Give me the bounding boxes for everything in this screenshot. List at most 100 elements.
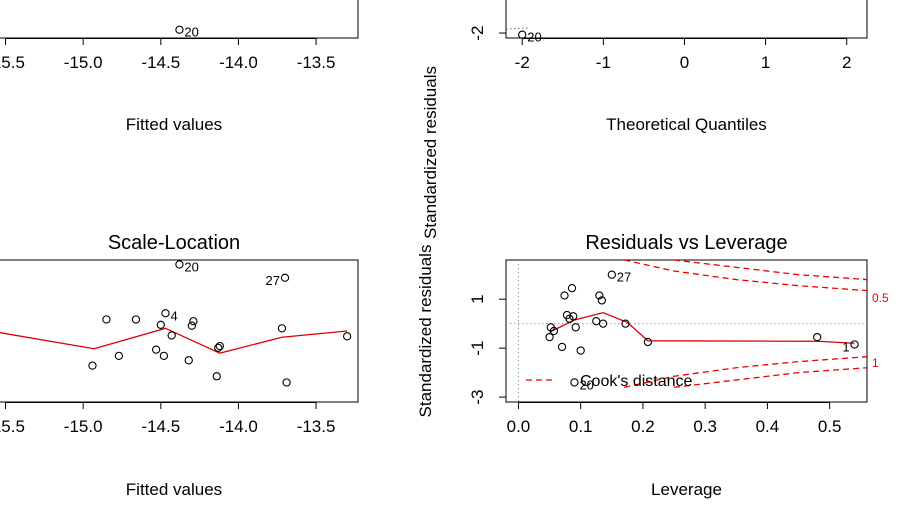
data-point-2 (549, 326, 559, 336)
x-axis-label: Theoretical Quantiles (606, 115, 767, 134)
data-point-9 (570, 378, 579, 387)
data-point-14 (212, 372, 221, 381)
plot-frame (0, 0, 359, 39)
data-point-4 (560, 291, 569, 300)
cook-contour-0-5-0 (624, 260, 867, 292)
point-label-20: 20 (184, 25, 198, 40)
x-tick-label-2: -14.5 (141, 53, 180, 72)
x-tick-label-2: 0.2 (631, 417, 655, 436)
cook-contour-1-3 (673, 367, 867, 388)
data-point-7 (159, 351, 169, 360)
plot-frame (505, 0, 868, 39)
x-axis-label: Leverage (651, 480, 722, 499)
x-tick-label-3: 0.3 (693, 417, 717, 436)
data-point-3 (557, 342, 567, 352)
x-tick-label-1: -1 (596, 53, 611, 72)
x-tick-label-4: 2 (842, 53, 851, 72)
panel-scale-location: 20 27 4 -15.5 -15.0 -14.5 -14.0 -13.5 Scale-Loca… (0, 232, 359, 499)
data-point-10 (175, 260, 184, 269)
panel-residuals-vs-leverage: 27 20 1 0.5 1 Cook's distance 0.0 0.1 0.2 0.3 0.4 0… (416, 232, 889, 499)
cook-contour-0-5-1 (624, 356, 867, 388)
data-point-9 (167, 331, 176, 340)
x-tick-label-5: 0.5 (818, 417, 842, 436)
plot-area (0, 260, 352, 387)
data-point-11 (184, 356, 193, 365)
data-point-13 (595, 291, 604, 300)
x-tick-label-0: 0.0 (507, 417, 531, 436)
point-label-27: 27 (617, 270, 631, 285)
cook-contour-1-2 (673, 260, 867, 281)
x-tick-label-0: -2 (515, 53, 530, 72)
y-tick-label-0: -3 (468, 390, 487, 405)
point-label-4: 4 (170, 308, 177, 323)
y-tick-label-2: 1 (468, 294, 487, 303)
data-point-5 (151, 345, 161, 354)
x-tick-label-3: -14.0 (219, 417, 258, 436)
data-point-8 (569, 312, 578, 321)
data-point-7 (567, 284, 577, 293)
data-point-1 (88, 361, 97, 370)
plot-area (175, 25, 184, 34)
point-label-27: 27 (266, 273, 280, 288)
qq-reference-line (506, 27, 529, 30)
point-label-20: 20 (579, 377, 593, 392)
x-tick-label-2: 0 (680, 53, 689, 72)
plot-title: Scale-Location (108, 232, 240, 254)
y-axis-label: Standardized residuals (421, 66, 440, 239)
data-point-13 (189, 317, 198, 326)
panel-residuals-vs-fitted: 20 -15.5 -15.0 -14.5 -14.0 -13.5 Fitted values (0, 0, 359, 134)
y-tick-label-0: -2 (468, 25, 487, 40)
point-label-1: 1 (842, 339, 849, 354)
point-label-20: 20 (184, 259, 198, 274)
x-tick-label-1: -15.0 (64, 417, 103, 436)
data-point-0 (518, 30, 527, 38)
smooth-line (0, 327, 348, 354)
data-point-3 (114, 351, 124, 360)
x-tick-label-4: 0.4 (756, 417, 780, 436)
data-point-0 (545, 332, 554, 342)
cook-level-label-0: 0.5 (872, 291, 889, 305)
data-point-6 (156, 320, 165, 329)
x-tick-label-1: -15.0 (64, 53, 103, 72)
x-tick-label-0: -15.5 (0, 53, 25, 72)
data-point-16 (215, 341, 224, 351)
panel-normal-qq: 20 -2 -1 0 1 2 -2 Theoretical Quantiles Standard… (421, 0, 868, 239)
data-point-19 (282, 378, 291, 387)
data-point-15 (598, 319, 608, 328)
x-tick-label-1: 0.1 (569, 417, 593, 436)
data-point-18 (280, 273, 290, 282)
data-point-16 (607, 270, 616, 279)
data-point-10 (571, 323, 580, 332)
x-tick-label-2: -14.5 (141, 417, 180, 436)
data-point-15 (214, 343, 223, 353)
x-tick-label-0: -15.5 (0, 417, 25, 436)
data-point-0 (175, 25, 184, 34)
y-axis-label: Standardized residuals (416, 245, 435, 418)
point-label-20: 20 (527, 30, 541, 45)
data-point-8 (161, 309, 170, 318)
data-point-17 (621, 319, 630, 328)
plot-title: Residuals vs Leverage (585, 232, 787, 254)
data-point-18 (643, 337, 653, 347)
data-point-19 (813, 332, 822, 342)
data-point-11 (576, 346, 585, 355)
plot-area (506, 27, 529, 38)
y-tick-label-1: -1 (468, 341, 487, 356)
x-tick-label-3: -14.0 (219, 53, 258, 72)
data-point-2 (102, 315, 111, 324)
x-tick-label-4: -13.5 (297, 417, 336, 436)
data-point-4 (131, 315, 141, 324)
data-point-12 (592, 317, 601, 326)
plot-area (506, 260, 867, 402)
legend-cook-label: Cook's distance (580, 373, 693, 390)
x-axis-label: Fitted values (126, 115, 222, 134)
data-point-20 (850, 340, 859, 349)
x-tick-label-4: -13.5 (297, 53, 336, 72)
x-tick-label-3: 1 (761, 53, 770, 72)
data-point-12 (187, 321, 197, 330)
plot-frame (0, 259, 359, 403)
cook-level-label-1: 1 (872, 356, 879, 370)
data-point-14 (597, 296, 607, 305)
data-point-17 (277, 324, 287, 333)
